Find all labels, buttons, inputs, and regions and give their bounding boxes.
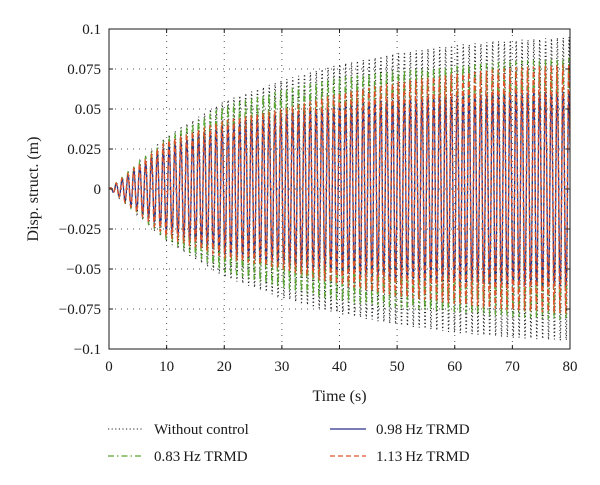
x-tick-label: 70 <box>505 359 520 375</box>
legend-label: 1.13 Hz TRMD <box>376 449 470 465</box>
y-tick-label: −0.05 <box>66 262 101 278</box>
x-axis-label: Time (s) <box>312 388 366 405</box>
x-tick-label: 0 <box>105 359 113 375</box>
y-tick-label: 0.025 <box>67 142 101 158</box>
legend: Without control 0.83 Hz TRMD 0.98 Hz TRMD 1… <box>108 422 470 465</box>
x-axis: 0 10 20 30 40 50 60 70 80 <box>105 29 578 375</box>
legend-label: 0.98 Hz TRMD <box>376 422 470 438</box>
y-axis-label: Disp. struct. (m) <box>25 137 42 242</box>
y-tick-label: 0.1 <box>82 22 101 38</box>
y-tick-label: 0.05 <box>75 102 101 118</box>
x-tick-label: 40 <box>332 359 347 375</box>
y-tick-label: −0.025 <box>59 222 101 238</box>
x-tick-label: 50 <box>390 359 405 375</box>
legend-label: Without control <box>154 422 249 438</box>
x-tick-label: 60 <box>447 359 462 375</box>
x-tick-label: 20 <box>217 359 232 375</box>
y-tick-label: −0.1 <box>74 342 101 358</box>
y-tick-label: −0.075 <box>59 302 101 318</box>
y-axis: 0.1 0.075 0.05 0.025 0 −0.025 −0.05 −0.075 −0.1 <box>59 22 570 358</box>
y-tick-label: 0 <box>94 182 102 198</box>
x-tick-label: 30 <box>274 359 289 375</box>
series-line <box>109 64 570 314</box>
y-tick-label: 0.075 <box>67 62 101 78</box>
x-tick-label: 80 <box>563 359 578 375</box>
plot-area <box>109 37 570 341</box>
x-tick-label: 10 <box>159 359 174 375</box>
legend-label: 0.83 Hz TRMD <box>154 449 248 465</box>
